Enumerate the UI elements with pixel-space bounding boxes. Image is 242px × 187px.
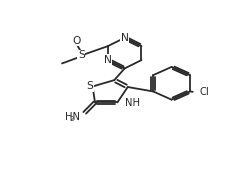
Text: HN: HN	[65, 112, 80, 122]
Text: O: O	[72, 36, 81, 46]
Text: Cl: Cl	[199, 87, 209, 97]
Text: S: S	[78, 50, 85, 60]
Text: N: N	[121, 33, 129, 43]
Text: 2: 2	[69, 116, 74, 122]
Text: NH: NH	[125, 98, 140, 108]
Text: S: S	[86, 81, 93, 91]
Text: N: N	[104, 55, 112, 65]
